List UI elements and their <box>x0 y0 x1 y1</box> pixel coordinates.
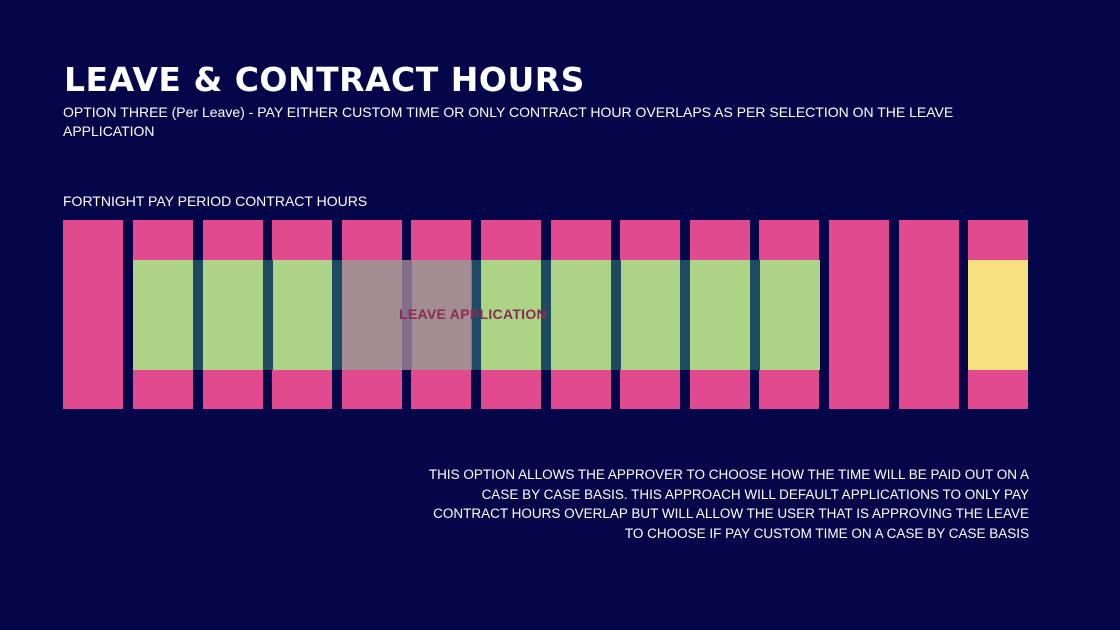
day-column <box>899 220 959 409</box>
band-gap <box>750 260 760 370</box>
custom-time-band <box>968 260 1028 370</box>
band-gap <box>541 260 551 370</box>
day-column <box>829 220 889 409</box>
band-gap <box>611 260 621 370</box>
band-gap <box>263 260 273 370</box>
option-description: THIS OPTION ALLOWS THE APPROVER TO CHOOS… <box>428 467 1029 541</box>
leave-application-label: LEAVE APPLICATION <box>399 306 547 322</box>
leave-application-block <box>342 260 472 370</box>
section-label: FORTNIGHT PAY PERIOD CONTRACT HOURS <box>63 193 368 209</box>
band-gap <box>193 260 203 370</box>
slide-title: LEAVE & CONTRACT HOURS <box>64 60 585 99</box>
band-gap <box>680 260 690 370</box>
band-gap <box>332 260 342 370</box>
band-gap <box>471 260 481 370</box>
slide-subtitle: OPTION THREE (Per Leave) - PAY EITHER CU… <box>63 104 954 139</box>
day-column <box>63 220 123 409</box>
